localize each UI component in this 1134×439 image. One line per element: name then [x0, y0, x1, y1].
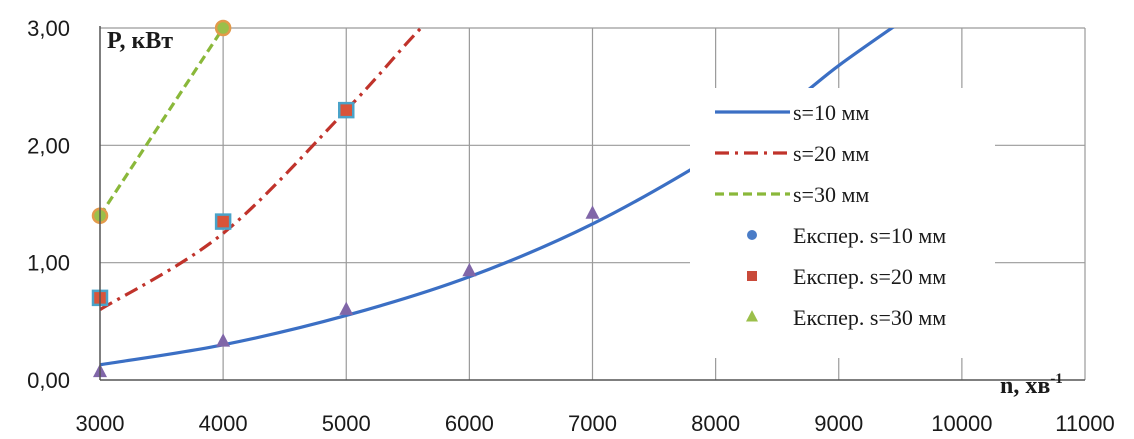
- legend: s=10 мм s=20 мм s=30 мм Експер. s=10 мм Експ…: [715, 100, 946, 330]
- y-tick-label: 0,00: [27, 368, 70, 393]
- y-tick-label: 3,00: [27, 16, 70, 41]
- x-tick-label: 5000: [322, 411, 371, 436]
- legend-label-4: Експер. s=20 мм: [793, 264, 946, 289]
- y-axis-title: P, кВт: [107, 28, 173, 54]
- series-line-2: [100, 28, 225, 217]
- legend-background: [690, 88, 995, 358]
- data-point-triangle: [585, 205, 600, 219]
- legend-label-0: s=10 мм: [793, 100, 869, 125]
- x-tick-label: 11000: [1055, 411, 1115, 436]
- x-tick-label: 4000: [199, 411, 248, 436]
- series-line-1: [100, 28, 424, 311]
- x-tick-label: 10000: [931, 411, 992, 436]
- legend-label-5: Експер. s=30 мм: [793, 305, 946, 330]
- x-tick-label: 8000: [691, 411, 740, 436]
- y-tick-label: 1,00: [27, 251, 70, 276]
- x-tick-label: 6000: [445, 411, 494, 436]
- axes: [99, 26, 1085, 381]
- legend-marker-5: [746, 310, 758, 322]
- legend-marker-4: [747, 271, 757, 281]
- x-tick-label: 7000: [568, 411, 617, 436]
- x-axis-title: n, хв-1: [1000, 371, 1063, 399]
- data-point-triangle: [462, 262, 477, 277]
- data-point-circle: [214, 19, 232, 37]
- data-point-square: [338, 101, 355, 119]
- data-point-triangle: [216, 333, 231, 347]
- data-point-triangle: [339, 301, 354, 315]
- legend-marker-3: [747, 230, 757, 240]
- y-tick-label: 2,00: [27, 133, 70, 158]
- legend-label-3: Експер. s=10 мм: [793, 223, 946, 248]
- tick-labels: 3000 4000 5000 6000 7000 8000 9000 10000 11000 0,…: [27, 16, 1115, 436]
- x-tick-label: 3000: [76, 411, 125, 436]
- x-axis-title-superscript: -1: [1050, 371, 1063, 387]
- x-tick-label: 9000: [814, 411, 863, 436]
- data-point-square: [214, 213, 232, 230]
- legend-label-2: s=30 мм: [793, 182, 869, 207]
- x-axis-title-text: n, хв: [1000, 373, 1050, 399]
- legend-label-1: s=20 мм: [793, 141, 869, 166]
